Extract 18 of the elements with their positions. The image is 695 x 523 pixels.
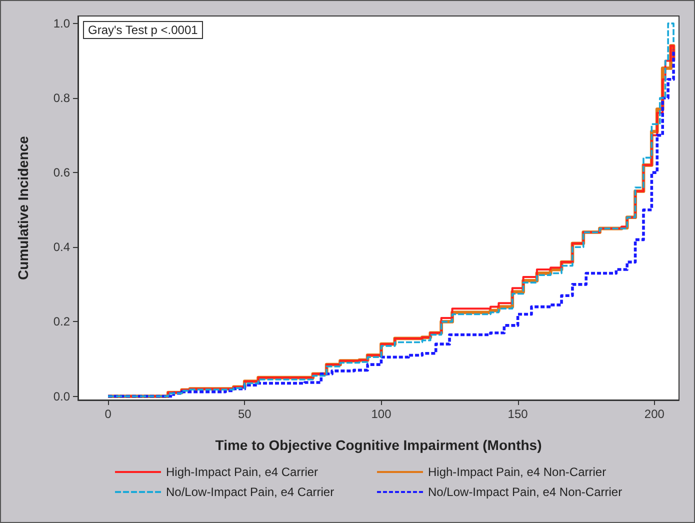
x-tick-label: 150	[508, 407, 528, 421]
x-tick-label: 0	[104, 407, 112, 421]
x-tick-label: 50	[238, 407, 252, 421]
y-axis-title: Cumulative Incidence	[15, 136, 31, 280]
legend-label: No/Low-Impact Pain, e4 Carrier	[166, 485, 334, 499]
y-tick-label: 0.4	[53, 240, 70, 254]
y-tick-label: 0.8	[53, 91, 70, 106]
y-tick-label: 0.0	[53, 389, 70, 404]
legend-label: High-Impact Pain, e4 Non-Carrier	[428, 465, 606, 479]
legend-label: High-Impact Pain, e4 Carrier	[166, 465, 318, 479]
y-tick-label: 1.0	[53, 16, 70, 30]
y-tick-label: 0.2	[53, 314, 70, 329]
legend-label: No/Low-Impact Pain, e4 Non-Carrier	[428, 485, 622, 499]
annotation: Gray's Test p <.0001	[88, 23, 198, 37]
x-tick-label: 200	[644, 407, 665, 421]
x-tick-label: 100	[371, 407, 392, 421]
x-axis-title: Time to Objective Cognitive Impairment (Months)	[215, 437, 542, 453]
y-tick-label: 0.6	[53, 166, 70, 180]
